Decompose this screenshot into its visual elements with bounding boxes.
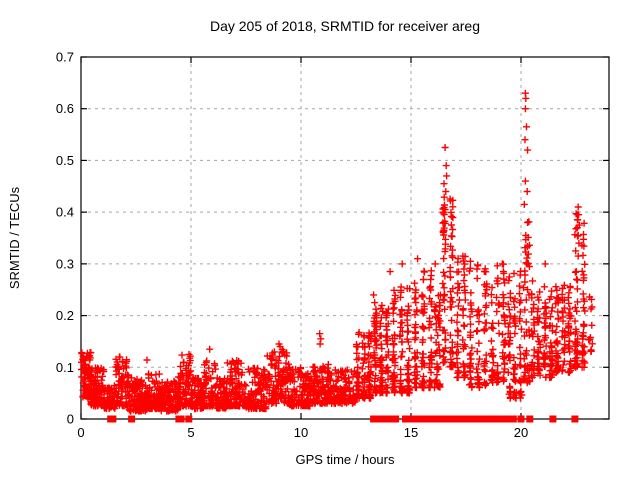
x-tick-label: 5 bbox=[187, 425, 194, 440]
zero-value-marker bbox=[383, 415, 391, 423]
zero-value-marker bbox=[421, 415, 429, 423]
zero-value-marker bbox=[493, 415, 501, 423]
y-tick-label: 0 bbox=[67, 412, 74, 427]
zero-value-marker bbox=[430, 415, 438, 423]
zero-value-marker bbox=[526, 415, 534, 423]
plot-frame bbox=[80, 56, 610, 420]
zero-value-marker bbox=[414, 415, 422, 423]
zero-value-marker bbox=[177, 415, 185, 423]
x-axis-label: GPS time / hours bbox=[296, 452, 395, 467]
zero-value-marker bbox=[109, 415, 117, 423]
y-tick-label: 0.1 bbox=[56, 360, 74, 375]
zero-value-marker bbox=[480, 415, 488, 423]
zero-value-marker bbox=[392, 415, 400, 423]
y-tick-label: 0.2 bbox=[56, 308, 74, 323]
zero-markers bbox=[107, 415, 579, 423]
zero-value-marker bbox=[517, 415, 525, 423]
y-tick-label: 0.3 bbox=[56, 256, 74, 271]
x-tick-label: 20 bbox=[514, 425, 528, 440]
chart-title: Day 205 of 2018, SRMTID for receiver are… bbox=[210, 18, 480, 34]
y-tick-label: 0.4 bbox=[56, 205, 74, 220]
zero-value-marker bbox=[453, 415, 461, 423]
zero-value-marker bbox=[509, 415, 517, 423]
zero-value-marker bbox=[474, 415, 482, 423]
y-axis-label: SRMTID / TECUs bbox=[7, 186, 22, 289]
zero-value-marker bbox=[469, 415, 477, 423]
x-tick-label: 10 bbox=[294, 425, 308, 440]
scatter-points bbox=[78, 89, 596, 415]
zero-value-marker bbox=[128, 415, 136, 423]
y-tick-label: 0.5 bbox=[56, 153, 74, 168]
zero-value-marker bbox=[185, 415, 193, 423]
zero-value-marker bbox=[571, 415, 579, 423]
zero-value-marker bbox=[408, 415, 416, 423]
zero-value-marker bbox=[549, 415, 557, 423]
y-tick-label: 0.6 bbox=[56, 101, 74, 116]
y-tick-label: 0.7 bbox=[56, 50, 74, 65]
x-tick-label: 0 bbox=[77, 425, 84, 440]
tick-labels: 0 5 10 15 20 0 0.1 0.2 0.3 0.4 0.5 0.6 0.7 bbox=[56, 50, 528, 441]
axis-text: Day 205 of 2018, SRMTID for receiver are… bbox=[7, 18, 480, 467]
zero-value-marker bbox=[436, 415, 444, 423]
zero-value-marker bbox=[402, 415, 409, 423]
x-tick-label: 15 bbox=[404, 425, 418, 440]
